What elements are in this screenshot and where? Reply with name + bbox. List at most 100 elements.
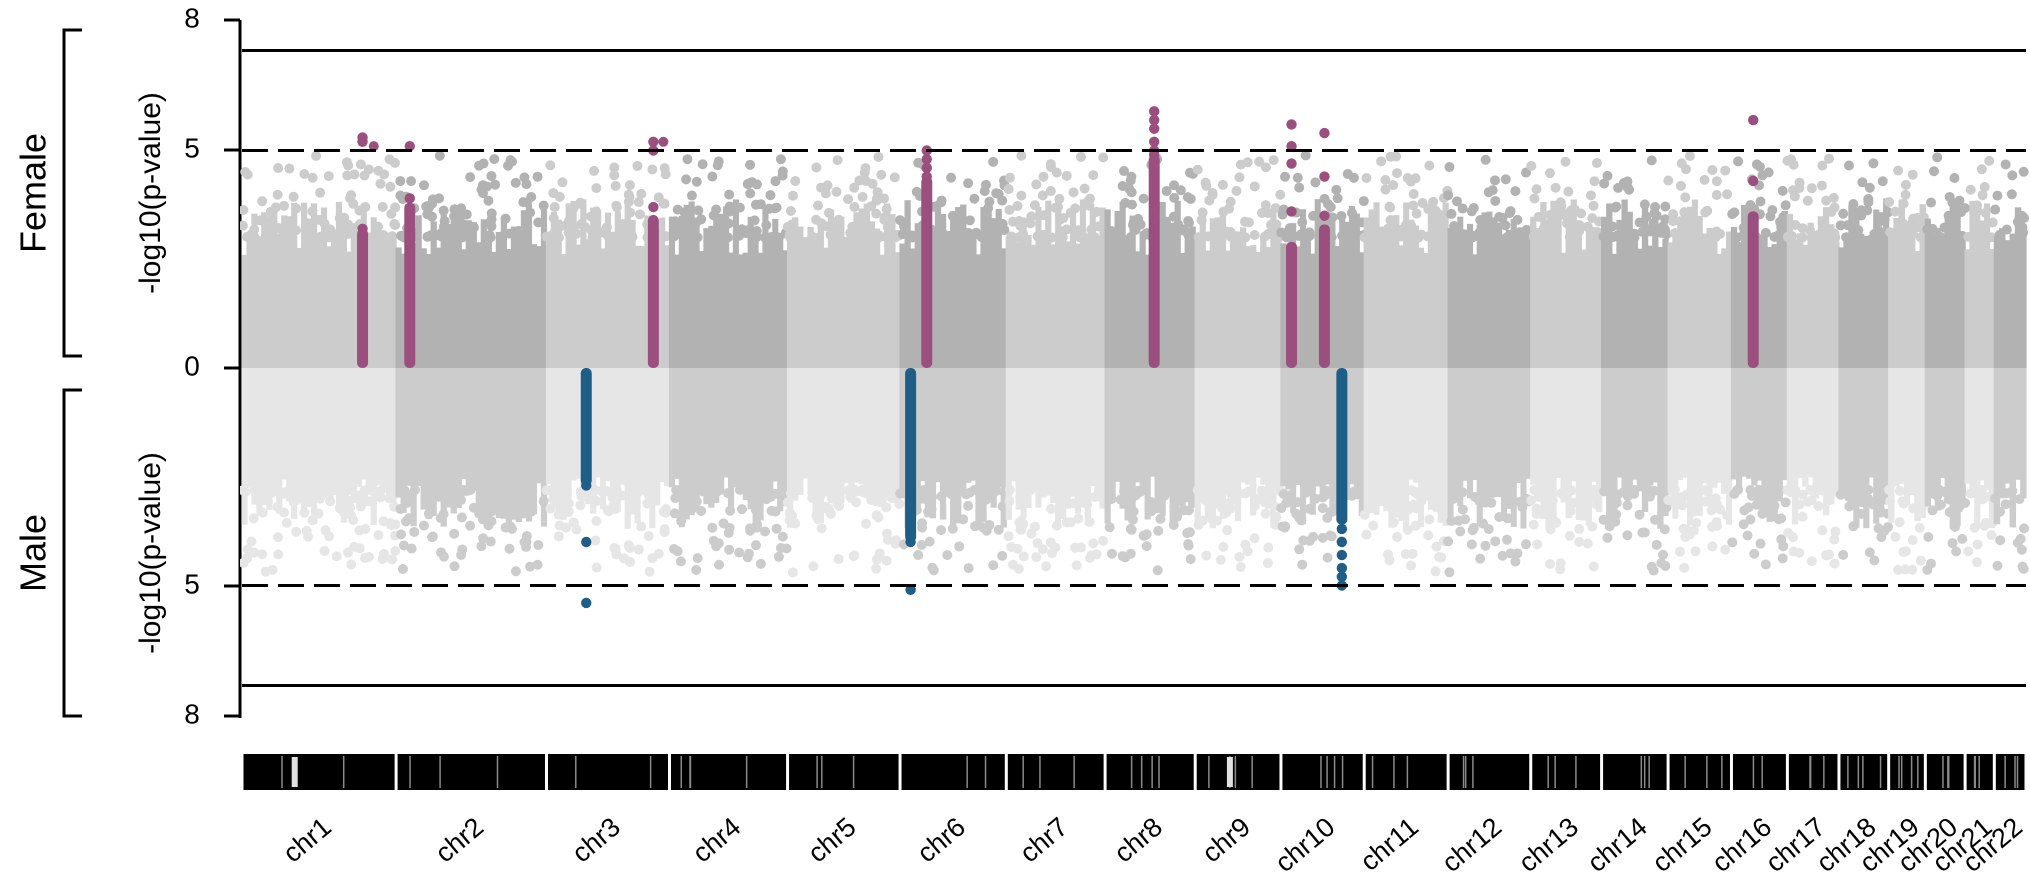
female-snp-point [1235, 159, 1246, 170]
female-snp-band [555, 219, 562, 368]
male-hit-point [1336, 536, 1348, 548]
male-snp-point [1900, 546, 1911, 557]
female-snp-point [964, 215, 975, 226]
female-snp-point [1629, 232, 1640, 243]
female-snp-band [1606, 203, 1613, 368]
female-snp-point [1531, 184, 1542, 195]
male-snp-band [1725, 368, 1733, 525]
female-snp-point [1348, 172, 1359, 183]
female-snp-point [751, 225, 762, 236]
male-snp-point [1893, 564, 1904, 575]
female-snp-band [1909, 217, 1916, 368]
male-snp-point [647, 553, 658, 564]
ideogram-stripe [649, 756, 652, 788]
female-snp-point [1838, 208, 1849, 219]
male-snp-band [1626, 368, 1633, 493]
female-snp-band [970, 230, 977, 368]
ideogram-chr18 [1840, 754, 1888, 790]
female-snp-band [1265, 246, 1272, 368]
male-cloud-chr7 [1003, 368, 1109, 574]
female-snp-band [315, 233, 323, 368]
female-snp-point [1848, 199, 1859, 210]
female-cloud-chr7 [1003, 150, 1109, 368]
male-snp-band [1204, 368, 1211, 519]
male-snp-point [697, 486, 708, 497]
male-snp-band [570, 368, 577, 481]
male-snp-band [1954, 368, 1961, 526]
male-snp-band [1898, 368, 1905, 484]
male-snp-point [1003, 531, 1014, 542]
male-snp-band [1452, 368, 1459, 497]
female-hit-chr10 [1318, 127, 1330, 368]
female-snp-point [1359, 232, 1370, 243]
female-snp-band [747, 216, 754, 368]
male-snp-band [868, 368, 876, 505]
male-snp-band [732, 368, 739, 488]
male-snp-point [1907, 535, 1918, 546]
female-snp-point [591, 183, 602, 194]
ideogram-stripe [1643, 756, 1646, 788]
male-snp-band [924, 368, 932, 518]
female-snp-point [991, 188, 1002, 199]
male-snp-band [703, 368, 710, 505]
female-snp-band [914, 223, 921, 368]
male-snp-point [1528, 519, 1539, 530]
male-snp-band [1786, 368, 1794, 496]
female-snp-point [1802, 195, 1813, 206]
male-snp-band [1893, 368, 1900, 487]
female-snp-point [660, 231, 671, 242]
ideogram-stripe [1706, 756, 1708, 788]
female-cloud-chr11 [1359, 151, 1453, 368]
male-snp-point [1234, 551, 1245, 562]
male-snp-point [589, 494, 600, 505]
male-snp-point [784, 515, 795, 526]
female-snp-band [1309, 253, 1316, 368]
male-snp-point [1451, 484, 1462, 495]
female-snp-point [724, 189, 735, 200]
male-snp-point [1679, 562, 1690, 573]
male-snp-point [1074, 491, 1085, 502]
male-snp-band [306, 368, 313, 507]
ideogram-band [1926, 754, 1964, 790]
female-snp-point [812, 200, 823, 211]
female-snp-point [1667, 216, 1678, 227]
female-snp-band [639, 245, 646, 368]
male-snp-point [736, 504, 747, 515]
female-snp-band [1447, 228, 1454, 368]
female-snp-band [786, 226, 794, 368]
male-snp-band [1398, 368, 1405, 521]
male-snp-point [923, 506, 934, 517]
male-snp-band [1682, 368, 1689, 478]
female-snp-point [422, 231, 433, 242]
female-snp-point [1294, 182, 1305, 193]
female-snp-band [1964, 249, 1971, 368]
female-snp-point [1268, 155, 1279, 166]
male-snp-point [1193, 519, 1204, 530]
female-snp-point [609, 170, 620, 181]
male-snp-band [520, 368, 528, 515]
male-snp-band [1099, 368, 1106, 509]
female-snp-point [486, 214, 497, 225]
male-snp-point [1015, 524, 1026, 535]
female-snp-band [955, 207, 962, 368]
female-snp-band [1304, 239, 1311, 368]
female-snp-band [1270, 209, 1277, 368]
male-snp-band [1530, 368, 1537, 485]
female-snp-point [833, 214, 844, 225]
ideogram-band [397, 754, 545, 790]
female-snp-band [1005, 236, 1012, 368]
female-snp-point [1585, 190, 1596, 201]
male-snp-point [1607, 489, 1618, 500]
female-snp-band [894, 252, 901, 368]
male-snp-band [510, 368, 518, 520]
male-snp-point [781, 543, 792, 554]
female-snp-point [1031, 179, 1042, 190]
female-snp-band [325, 246, 333, 368]
female-snp-band [1505, 229, 1512, 368]
male-snp-point [1755, 538, 1766, 549]
ideogram-stripe [1978, 756, 1980, 788]
female-snp-band [1771, 244, 1778, 368]
male-snp-point [349, 541, 360, 552]
female-snp-point [708, 210, 719, 221]
female-snp-band [678, 215, 685, 368]
